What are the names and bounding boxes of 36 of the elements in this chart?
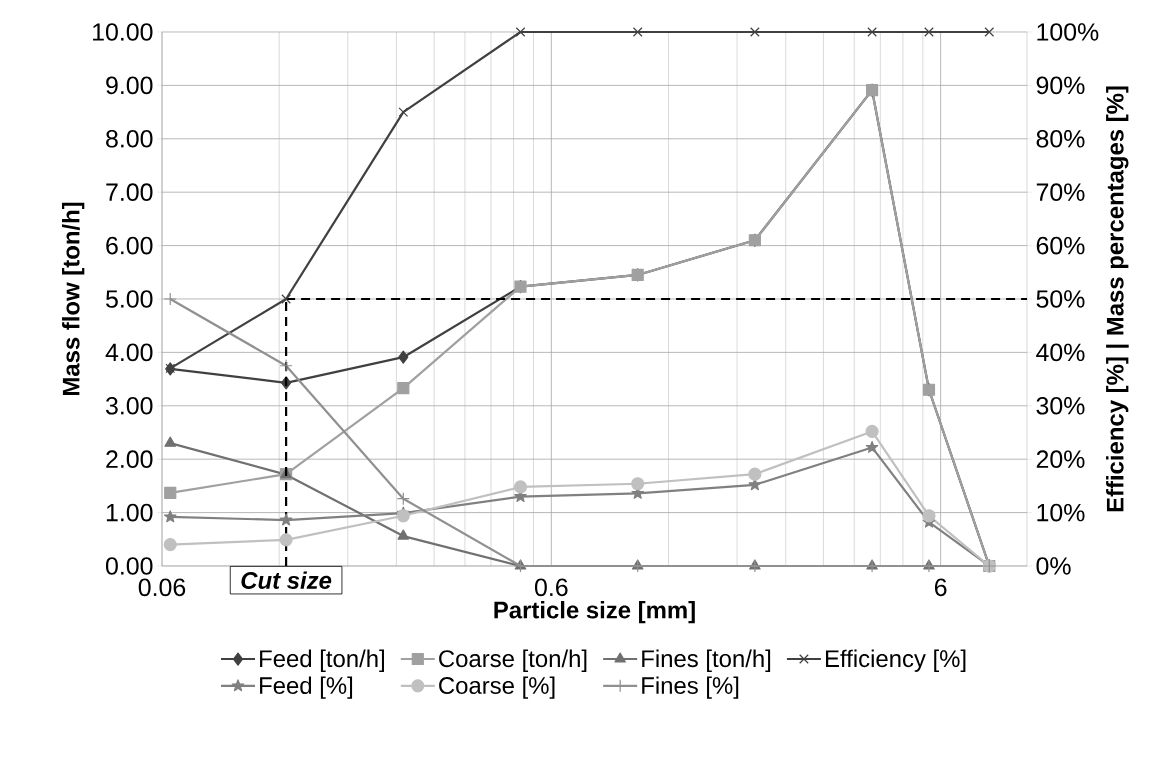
x-tick-label: 0.06 (138, 578, 186, 597)
x-tick-label: 6 (934, 578, 947, 597)
legend-label: Coarse [ton/h] (439, 649, 587, 672)
y2-tick-label: 60% (1036, 236, 1085, 255)
y2-tick-label: 20% (1036, 450, 1085, 469)
x-axis-title: Particle size [mm] (494, 600, 695, 624)
y2-tick-label: 70% (1036, 183, 1085, 202)
y-tick-label: 10.00 (93, 23, 153, 41)
ref-line-label: Cut size (241, 571, 332, 589)
y2-tick-label: 40% (1036, 343, 1085, 362)
y-tick-label: 6.00 (106, 236, 153, 255)
legend-label: Efficiency [%] (825, 649, 966, 672)
legend-label: Fines [ton/h] (642, 649, 771, 672)
x-tick-label: 0.6 (534, 578, 568, 597)
y-tick-label: 7.00 (106, 183, 153, 202)
y2-tick-label: 100% (1037, 23, 1099, 41)
y2-tick-label: 30% (1036, 396, 1085, 415)
legend-label: Fines [%] (642, 676, 739, 699)
y-tick-label: 3.00 (105, 396, 153, 415)
y-tick-label: 8.00 (106, 129, 153, 148)
y2-tick-label: 90% (1036, 76, 1085, 95)
y-tick-label: 2.00 (106, 450, 153, 469)
y2-tick-label: 80% (1036, 129, 1085, 148)
y2-tick-label: 0% (1036, 557, 1071, 575)
y2-axis-title: Efficiency [%] | Mass percentages [%] (1106, 86, 1129, 512)
y2-tick-label: 10% (1037, 503, 1085, 522)
y-tick-label: 4.00 (105, 343, 153, 362)
y-tick-label: 9.00 (106, 76, 153, 95)
legend-label: Feed [ton/h] (260, 649, 384, 672)
y2-tick-label: 50% (1036, 290, 1085, 308)
y-tick-label: 5.00 (106, 290, 153, 308)
legend-label: Feed [%] (260, 676, 353, 699)
legend-label: Coarse [%] (439, 676, 555, 699)
y-axis-title: Mass flow [ton/h] (62, 202, 85, 396)
y-tick-label: 0.00 (105, 557, 153, 575)
y-tick-label: 1.00 (106, 503, 153, 522)
